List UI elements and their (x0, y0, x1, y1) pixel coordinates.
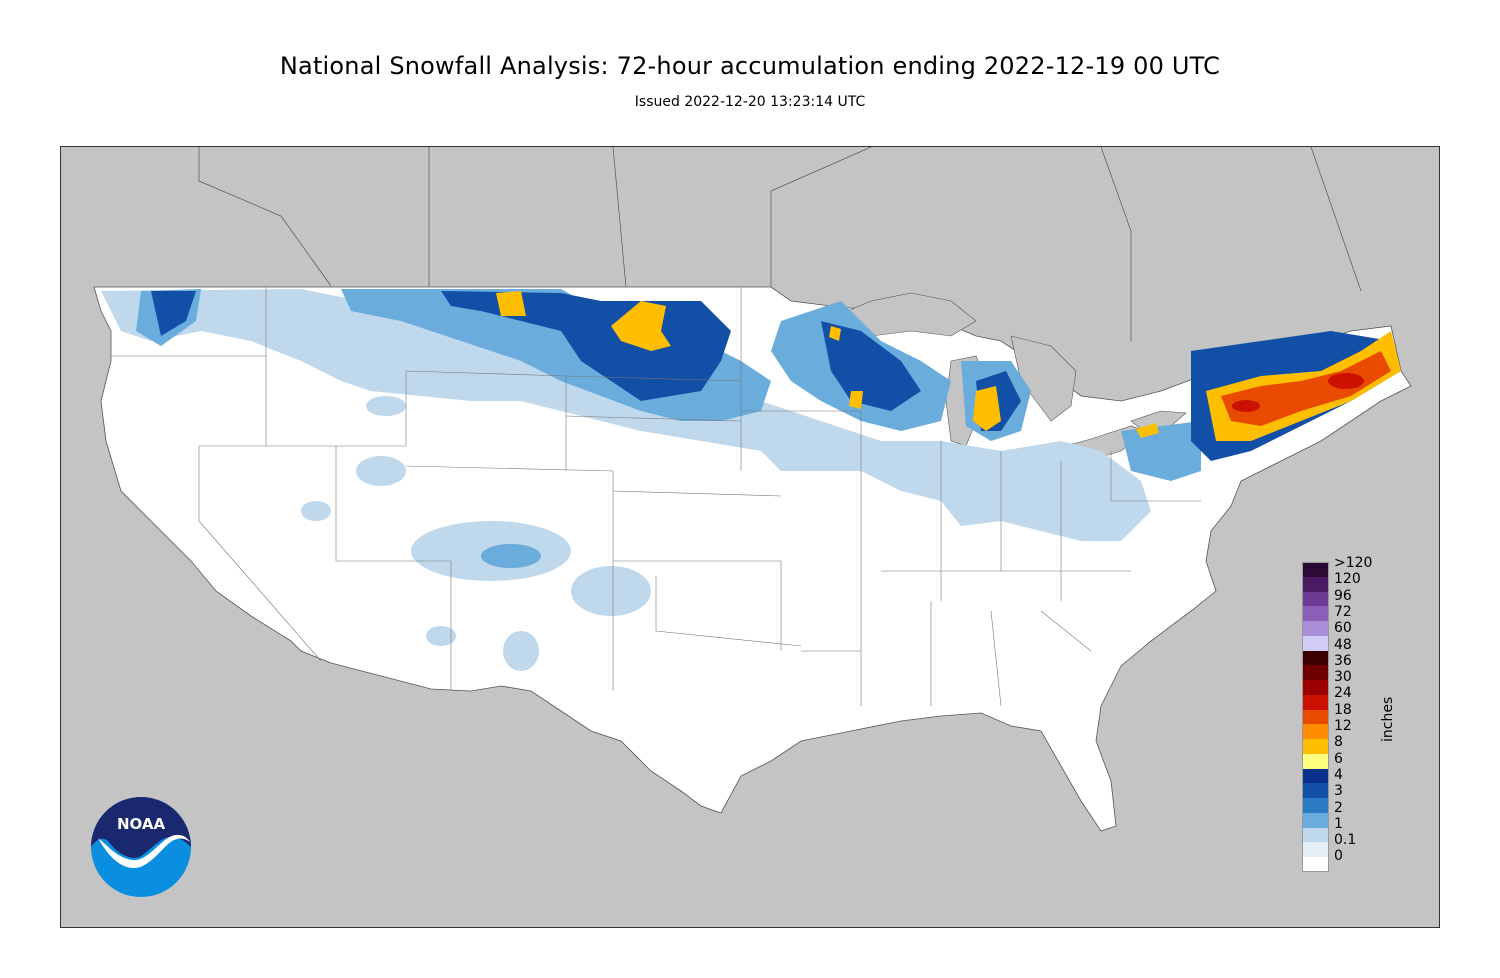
state-borders (111, 287, 1201, 707)
legend-swatch (1302, 857, 1329, 873)
conus-landmass (93, 286, 1412, 832)
noaa-logo-icon: NOAA (91, 797, 191, 897)
legend-label: >120 (1334, 555, 1373, 571)
legend-label: 30 (1334, 669, 1352, 686)
legend-swatch (1302, 768, 1329, 784)
legend-swatch (1302, 680, 1329, 696)
legend-label: 4 (1334, 766, 1343, 783)
legend-swatch (1302, 724, 1329, 740)
legend-label: 1 (1334, 815, 1343, 832)
legend-swatch (1302, 753, 1329, 770)
legend-swatch (1302, 827, 1329, 843)
lake-ontario (1130, 410, 1187, 430)
legend-swatch (1302, 650, 1329, 666)
snow-extreme (1221, 351, 1391, 426)
noaa-logo-text: NOAA (117, 815, 166, 833)
snowfall-map[interactable] (60, 146, 1440, 928)
legend-swatch (1302, 694, 1329, 711)
legend-swatch (1302, 842, 1329, 858)
map-title: National Snowfall Analysis: 72-hour accu… (279, 52, 1221, 80)
legend-swatch (1302, 635, 1329, 652)
legend-label: 18 (1334, 701, 1352, 718)
legend-label: 0 (1334, 848, 1343, 865)
legend-swatch (1302, 576, 1329, 592)
legend-swatch (1302, 812, 1329, 829)
national-borders (198, 147, 1362, 341)
legend-label: 60 (1334, 620, 1352, 637)
legend-unit-label: inches (1380, 696, 1396, 742)
legend-label: 96 (1334, 587, 1352, 604)
legend-label: 3 (1334, 783, 1343, 800)
snow-max (1232, 373, 1364, 412)
legend-swatch (1302, 562, 1329, 578)
legend-swatch (1302, 665, 1329, 681)
legend-label: 2 (1334, 799, 1343, 816)
legend-swatch (1302, 591, 1329, 607)
legend-label: 48 (1334, 636, 1352, 653)
legend-label: 0.1 (1334, 832, 1357, 849)
map-canvas (93, 147, 1412, 832)
legend-swatch (1302, 621, 1329, 637)
legend-label: 72 (1334, 603, 1352, 620)
legend-swatch (1302, 606, 1329, 622)
legend-swatch (1302, 709, 1329, 725)
legend-label: 8 (1334, 734, 1343, 751)
legend-label: 12 (1334, 718, 1352, 734)
legend-swatch (1302, 739, 1329, 755)
legend-frame (1302, 562, 1329, 872)
issued-timestamp: Issued 2022-12-20 13:23:14 UTC (634, 94, 866, 110)
legend-swatch (1302, 798, 1329, 814)
legend-label: 36 (1334, 652, 1352, 669)
legend-swatch (1302, 783, 1329, 799)
legend-label: 24 (1334, 685, 1352, 702)
legend-label: 120 (1334, 571, 1361, 588)
legend-label: 6 (1334, 750, 1343, 767)
